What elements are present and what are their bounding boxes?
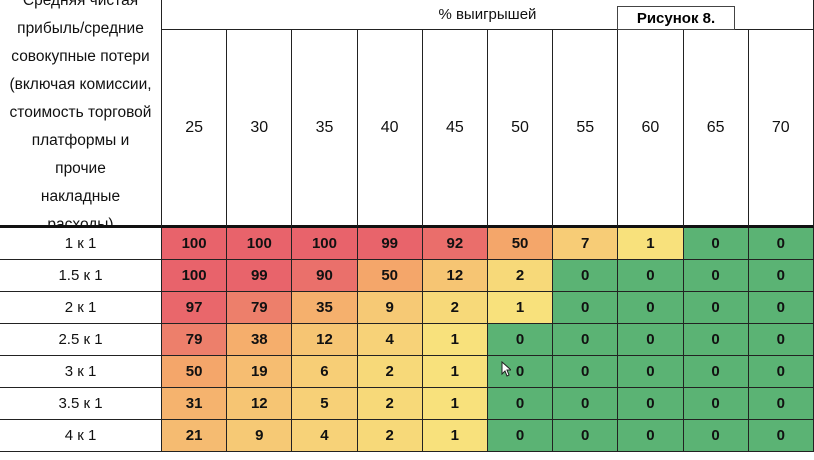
heatmap-cell: 0 (618, 420, 684, 452)
heatmap-cell: 0 (487, 356, 554, 388)
column-header: 70 (748, 30, 814, 228)
column-header: 45 (422, 30, 488, 228)
heatmap-cell: 50 (162, 356, 228, 388)
column-header: 50 (487, 30, 554, 228)
column-header: 30 (227, 30, 293, 228)
heatmap-cell: 97 (162, 292, 228, 324)
heatmap-cell: 12 (292, 324, 358, 356)
row-header-title: Средняя чистая прибыль/средние совокупные … (0, 0, 162, 233)
heatmap-cell: 0 (683, 260, 749, 292)
heatmap-cell: 0 (748, 420, 814, 452)
heatmap-cell: 0 (748, 228, 814, 260)
heatmap-cell: 7 (553, 228, 619, 260)
column-header: 40 (357, 30, 423, 228)
heatmap-cell: 0 (748, 324, 814, 356)
heatmap-cell: 4 (357, 324, 423, 356)
heatmap-cell: 0 (618, 388, 684, 420)
heatmap-cell: 0 (618, 292, 684, 324)
heatmap-cell: 6 (292, 356, 358, 388)
mouse-cursor-icon (501, 361, 511, 377)
row-header: 2.5 к 1 (0, 324, 162, 356)
heatmap-cell: 79 (162, 324, 228, 356)
heatmap-cell: 100 (162, 260, 228, 292)
heatmap-cell: 2 (357, 388, 423, 420)
heatmap-cell: 99 (357, 228, 423, 260)
heatmap-cell: 9 (227, 420, 293, 452)
heatmap-cell: 0 (748, 292, 814, 324)
heatmap-cell: 0 (618, 356, 684, 388)
heatmap-cell: 31 (162, 388, 228, 420)
heatmap-cell: 99 (227, 260, 293, 292)
row-header-title-line: прибыль/средние (17, 19, 144, 37)
heatmap-cell: 1 (422, 324, 488, 356)
heatmap-cell: 100 (162, 228, 228, 260)
row-header: 4 к 1 (0, 420, 162, 452)
row-header-title-line: платформы и прочие (31, 131, 130, 177)
heatmap-cell: 2 (422, 292, 488, 324)
heatmap-cell: 0 (683, 292, 749, 324)
heatmap-cell: 0 (553, 324, 619, 356)
column-header: 60 (618, 30, 684, 228)
heatmap-cell: 0 (618, 324, 684, 356)
heatmap-cell: 0 (553, 292, 619, 324)
heatmap-cell: 1 (422, 356, 488, 388)
heatmap-cell: 100 (227, 228, 293, 260)
column-header: 65 (683, 30, 749, 228)
heatmap-cell: 100 (292, 228, 358, 260)
heatmap-cell: 0 (487, 420, 554, 452)
heatmap-cell: 79 (227, 292, 293, 324)
heatmap-cell: 0 (748, 388, 814, 420)
heatmap-cell: 1 (422, 420, 488, 452)
row-header-title-line: (включая комиссии, (9, 75, 152, 93)
heatmap-cell: 19 (227, 356, 293, 388)
heatmap-cell: 90 (292, 260, 358, 292)
heatmap-cell: 0 (748, 260, 814, 292)
heatmap-cell: 0 (683, 388, 749, 420)
heatmap-cell: 0 (748, 356, 814, 388)
row-header-title-line: стоимость торговой (9, 103, 152, 121)
heatmap-cell: 35 (292, 292, 358, 324)
heatmap-cell: 0 (553, 388, 619, 420)
figure-label: Рисунок 8. (617, 6, 735, 30)
row-header: 2 к 1 (0, 292, 162, 324)
heatmap-cell: 0 (683, 356, 749, 388)
row-header: 3 к 1 (0, 356, 162, 388)
row-header: 3.5 к 1 (0, 388, 162, 420)
column-header: 25 (162, 30, 228, 228)
heatmap-cell: 0 (683, 324, 749, 356)
heatmap-cell: 1 (618, 228, 684, 260)
heatmap-cell: 2 (357, 356, 423, 388)
heatmap-cell: 12 (227, 388, 293, 420)
heatmap-cell: 0 (553, 356, 619, 388)
heatmap-cell: 0 (487, 388, 554, 420)
heatmap-cell: 92 (422, 228, 488, 260)
row-header: 1 к 1 (0, 228, 162, 260)
heatmap-cell: 2 (357, 420, 423, 452)
heatmap-cell: 50 (357, 260, 423, 292)
heatmap-cell: 38 (227, 324, 293, 356)
row-header-title-line: Средняя чистая (22, 0, 139, 9)
heatmap-cell: 5 (292, 388, 358, 420)
heatmap-cell: 2 (487, 260, 554, 292)
column-header: 35 (292, 30, 358, 228)
heatmap-cell: 50 (487, 228, 554, 260)
row-header-title-line: совокупные потери (11, 47, 150, 65)
heatmap-cell: 0 (618, 260, 684, 292)
heatmap-cell: 12 (422, 260, 488, 292)
row-header: 1.5 к 1 (0, 260, 162, 292)
heatmap-cell: 0 (683, 420, 749, 452)
column-header: 55 (553, 30, 619, 228)
heatmap-cell: 0 (553, 260, 619, 292)
heatmap-cell: 21 (162, 420, 228, 452)
heatmap-cell: 1 (487, 292, 554, 324)
heatmap-cell: 0 (553, 420, 619, 452)
heatmap-cell: 0 (487, 324, 554, 356)
column-group-label: % выигрышей (162, 0, 814, 30)
heatmap-cell: 9 (357, 292, 423, 324)
heatmap-cell: 0 (683, 228, 749, 260)
heatmap-cell: 1 (422, 388, 488, 420)
heatmap-cell: 4 (292, 420, 358, 452)
